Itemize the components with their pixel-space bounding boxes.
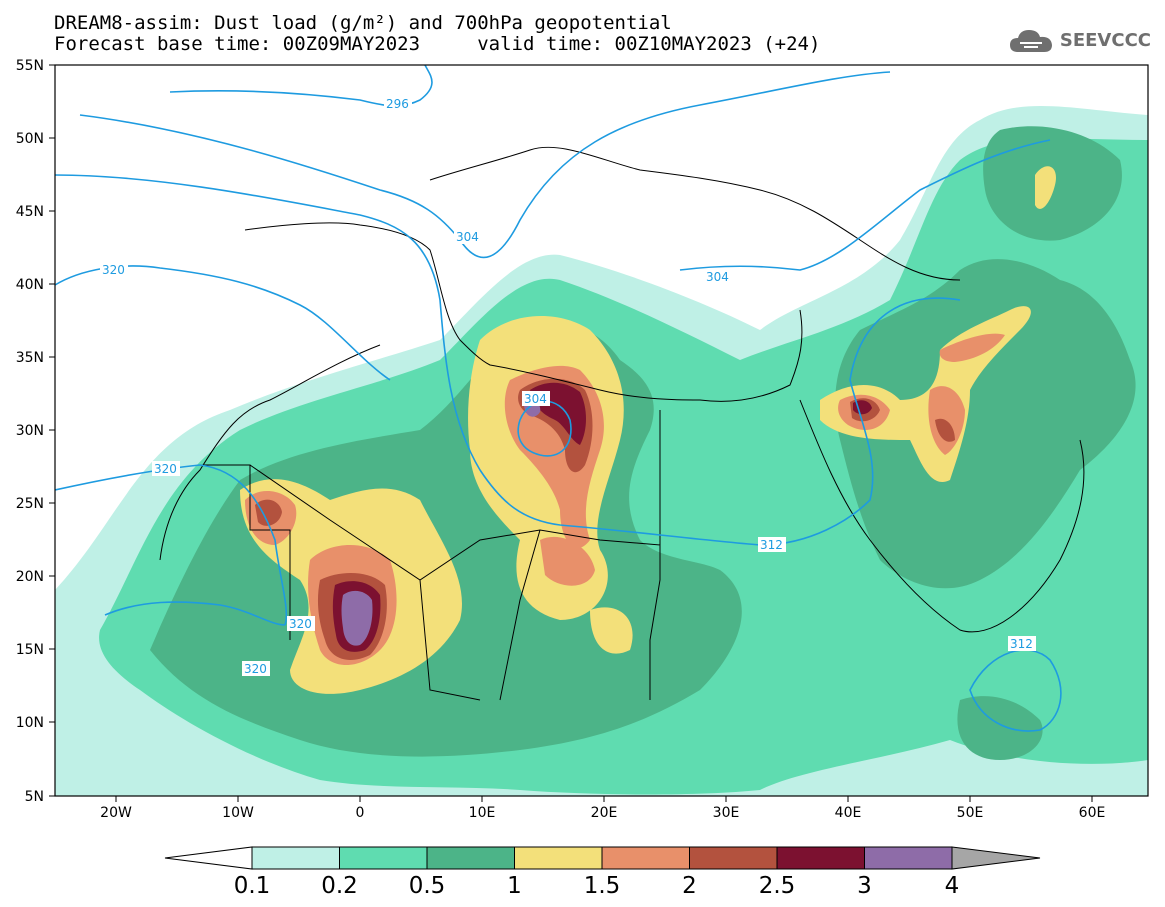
colorbar-label: 1.5: [584, 873, 621, 899]
colorbar-over-arrow: [951, 846, 1041, 870]
colorbar-label: 0.1: [234, 873, 271, 899]
lat-label: 55N: [16, 58, 44, 74]
chart-title-line2: Forecast base time: 00Z09MAY2023 valid t…: [54, 33, 821, 55]
colorbar-label: 3: [857, 873, 872, 899]
colorbar-cell: [251, 846, 340, 870]
lat-label: 50N: [16, 131, 44, 147]
coastlines: [159, 146, 1085, 701]
colorbar-label: 2.5: [759, 873, 796, 899]
contour-304-north: [79, 71, 891, 259]
geopotential-contours: [55, 65, 1062, 732]
colorbar-under-arrow: [164, 846, 253, 870]
lat-label: 35N: [16, 350, 44, 366]
lat-label: 30N: [16, 423, 44, 439]
contour-label: 312: [760, 538, 783, 552]
lon-label: 60E: [1079, 805, 1106, 821]
contour-296: [169, 65, 433, 107]
contour-304-south: [55, 139, 1051, 546]
lat-label: 15N: [16, 642, 44, 658]
lon-label: 20E: [591, 805, 618, 821]
colorbar-cells: [251, 846, 953, 870]
contour-label: 320: [244, 662, 267, 676]
colorbar-cell: [689, 846, 778, 870]
lon-label: 30E: [713, 805, 740, 821]
colorbar-label: 0.5: [409, 873, 446, 899]
contour-labels: 296 304 304 304 312 312 320 320 320 320: [100, 96, 1036, 676]
coastline-europe: [429, 146, 961, 281]
colorbar-label: 2: [682, 873, 697, 899]
dust-area-3: [341, 401, 541, 646]
coastline-arabia: [799, 399, 1085, 633]
logo-text: SEEVCCC: [1059, 29, 1151, 51]
colorbar: 0.1 0.2 0.5 1 1.5 2 2.5 3 4: [164, 846, 1041, 899]
dust-area-1: [240, 166, 1056, 694]
longitude-axis: 20W 10W 0 10E 20E 30E 40E 50E 60E: [100, 796, 1105, 821]
lon-label: 40E: [835, 805, 862, 821]
contour-label: 304: [524, 392, 547, 406]
contour-label: 296: [386, 97, 409, 111]
lat-label: 40N: [16, 277, 44, 293]
contour-label: 304: [456, 230, 479, 244]
dust-area-2: [255, 378, 955, 660]
colorbar-cell: [339, 846, 428, 870]
contour-label: 320: [154, 462, 177, 476]
colorbar-label: 1: [507, 873, 522, 899]
country-borders: [200, 410, 661, 701]
lon-label: 10W: [222, 805, 254, 821]
chart-title-line1: DREAM8-assim: Dust load (g/m²) and 700hP…: [54, 12, 672, 34]
contour-320-south: [55, 464, 288, 626]
colorbar-label: 4: [945, 873, 960, 899]
lat-label: 45N: [16, 204, 44, 220]
contour-label: 304: [706, 270, 729, 284]
dust-area-1.5: [245, 333, 1005, 665]
contour-label: 320: [102, 263, 125, 277]
colorbar-labels: 0.1 0.2 0.5 1 1.5 2 2.5 3 4: [234, 873, 960, 899]
latitude-axis: 55N 50N 45N 40N 35N 30N 25N 20N 15N 10N …: [16, 58, 55, 805]
lon-label: 10E: [469, 805, 496, 821]
colorbar-label: 0.2: [321, 873, 358, 899]
cloud-icon: [1009, 30, 1052, 52]
lat-label: 10N: [16, 715, 44, 731]
colorbar-cell: [776, 846, 865, 870]
contour-label: 320: [289, 617, 312, 631]
contour-label: 312: [1010, 637, 1033, 651]
colorbar-cell: [864, 846, 953, 870]
coastline-africa-north: [159, 222, 803, 561]
colorbar-cell: [601, 846, 690, 870]
colorbar-cell: [514, 846, 603, 870]
lat-label: 5N: [25, 789, 44, 805]
lat-label: 20N: [16, 569, 44, 585]
colorbar-cell: [426, 846, 515, 870]
lon-label: 50E: [957, 805, 984, 821]
lon-label: 0: [356, 805, 365, 821]
dust-field: [55, 105, 1148, 796]
lon-label: 20W: [100, 805, 132, 821]
contour-312-east: [969, 649, 1062, 732]
seevccc-logo: SEEVCCC: [1008, 26, 1151, 54]
lat-label: 25N: [16, 496, 44, 512]
